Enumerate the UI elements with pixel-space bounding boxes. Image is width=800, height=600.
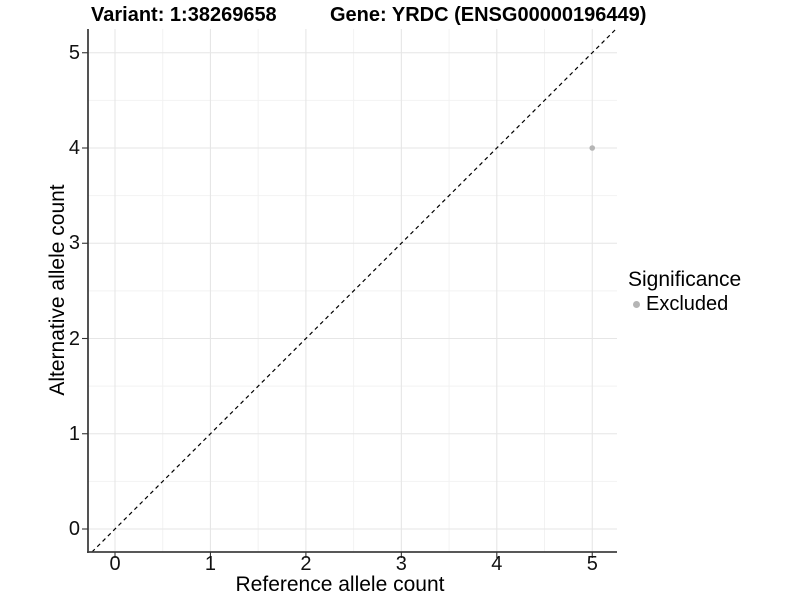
legend: Significance Excluded xyxy=(628,268,742,315)
x-tick-label: 4 xyxy=(491,553,503,575)
y-tick-label: 4 xyxy=(68,137,80,159)
y-tick-label: 1 xyxy=(68,422,80,445)
data-point xyxy=(589,145,596,151)
x-tick-label: 5 xyxy=(586,553,598,575)
plot-title-gene: Gene: YRDC (ENSG00000196449) xyxy=(330,4,647,26)
y-axis-title: Alternative allele count xyxy=(46,184,69,396)
x-axis-title: Reference allele count xyxy=(235,573,445,596)
y-tick-label: 2 xyxy=(68,327,80,350)
identity-reference-line xyxy=(91,28,617,553)
legend-title: Significance xyxy=(628,268,742,291)
legend-item-excluded: Excluded xyxy=(628,292,741,315)
legend-item-label: Excluded xyxy=(646,292,729,315)
x-tick-label: 0 xyxy=(109,553,121,575)
y-tick-label: 5 xyxy=(68,41,80,64)
x-tick-label: 2 xyxy=(300,553,312,575)
y-tick-label: 0 xyxy=(68,518,80,540)
excluded-point-icon xyxy=(633,300,640,308)
y-tick-label: 3 xyxy=(68,232,80,255)
x-tick-label: 3 xyxy=(395,553,407,575)
x-tick-label: 1 xyxy=(204,553,216,575)
plot-title-variant: Variant: 1:38269658 xyxy=(91,4,277,26)
